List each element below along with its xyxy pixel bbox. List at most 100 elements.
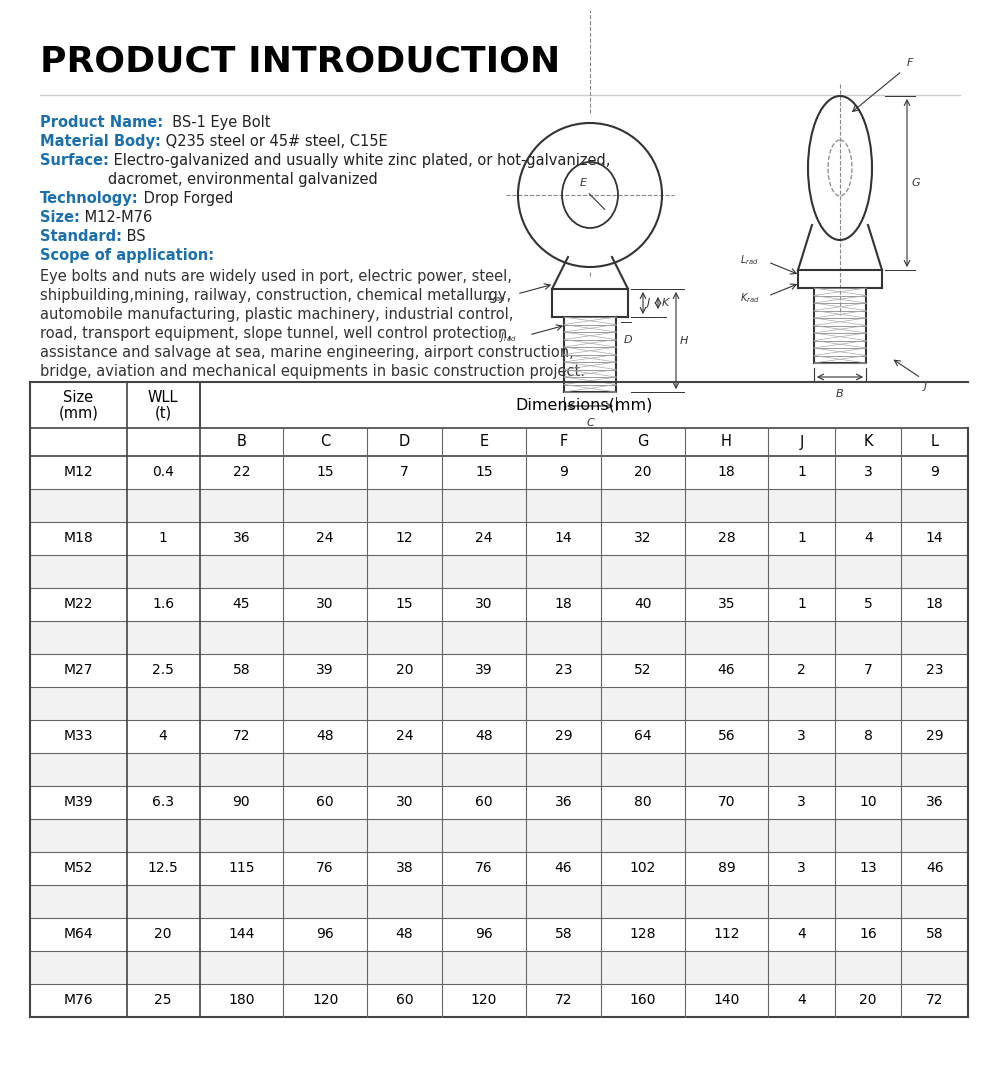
Text: 35: 35 [718, 598, 735, 612]
Text: 4: 4 [797, 927, 806, 941]
Text: PRODUCT INTRODUCTION: PRODUCT INTRODUCTION [40, 45, 560, 79]
Text: M16: M16 [63, 498, 93, 512]
Text: 140: 140 [713, 993, 740, 1007]
Text: 16: 16 [926, 564, 944, 578]
Text: automobile manufacturing, plastic machinery, industrial control,: automobile manufacturing, plastic machin… [40, 306, 513, 322]
Text: 48: 48 [396, 927, 413, 941]
Bar [30, 885, 968, 918]
Text: 3: 3 [797, 730, 806, 744]
Text: 76: 76 [316, 861, 334, 875]
Text: 1: 1 [797, 532, 806, 546]
Text: 52: 52 [233, 630, 250, 644]
Text: dacromet, environmental galvanized: dacromet, environmental galvanized [108, 172, 378, 187]
Text: 5: 5 [864, 598, 873, 612]
Text: 128: 128 [228, 895, 255, 909]
Text: 60: 60 [316, 796, 334, 809]
Text: E: E [580, 179, 586, 188]
Text: 51: 51 [555, 895, 572, 909]
Text: 18: 18 [859, 961, 877, 975]
Text: M33: M33 [64, 730, 93, 744]
Bar [30, 687, 968, 720]
Text: B: B [236, 434, 246, 449]
Text: 52: 52 [634, 664, 652, 678]
Text: 6.3: 6.3 [152, 796, 174, 809]
Text: M20: M20 [64, 564, 93, 578]
Text: 72: 72 [233, 730, 250, 744]
Text: M36: M36 [63, 762, 93, 777]
Text: 10: 10 [859, 796, 877, 809]
Text: BS-1 Eye Bolt: BS-1 Eye Bolt [163, 115, 271, 130]
Text: 65: 65 [555, 961, 572, 975]
Text: 63: 63 [718, 762, 735, 777]
Text: Electro-galvanized and usually white zinc plated, or hot-galvanized,: Electro-galvanized and usually white zin… [109, 153, 610, 168]
Text: M27: M27 [64, 664, 93, 678]
Text: 1: 1 [159, 532, 168, 546]
Text: 40: 40 [718, 630, 735, 644]
Text: J: J [647, 298, 650, 308]
Text: 40: 40 [555, 828, 572, 843]
Text: 20: 20 [475, 498, 493, 512]
Text: road, transport equipment, slope tunnel, well control protection,: road, transport equipment, slope tunnel,… [40, 326, 512, 341]
Text: 65: 65 [233, 696, 250, 710]
Text: $L_{rad}$: $L_{rad}$ [487, 290, 506, 304]
Text: 54: 54 [396, 961, 413, 975]
Text: 115: 115 [228, 861, 255, 875]
Text: C: C [320, 434, 330, 449]
Text: M30: M30 [64, 696, 93, 710]
Text: Product Name:: Product Name: [40, 115, 163, 130]
Text: 89: 89 [718, 861, 735, 875]
Text: L: L [931, 434, 939, 449]
Text: 14: 14 [555, 532, 572, 546]
Text: 162: 162 [228, 961, 255, 975]
Text: 4: 4 [159, 696, 167, 710]
Text: 36: 36 [233, 532, 250, 546]
Bar [30, 819, 968, 852]
Text: 36: 36 [926, 796, 944, 809]
Text: 114: 114 [630, 895, 656, 909]
Text: 54: 54 [475, 762, 493, 777]
Text: $J_{rad}$: $J_{rad}$ [499, 330, 517, 344]
Text: M52: M52 [64, 861, 93, 875]
Text: WLL: WLL [148, 390, 178, 404]
Text: M56: M56 [63, 895, 93, 909]
Text: BS: BS [122, 229, 146, 244]
Text: 24: 24 [316, 532, 334, 546]
Text: K: K [662, 298, 669, 308]
Text: 23: 23 [718, 498, 735, 512]
Text: 46: 46 [926, 861, 944, 875]
Text: 2: 2 [797, 664, 806, 678]
Text: Surface:: Surface: [40, 153, 109, 168]
Text: 29: 29 [555, 730, 572, 744]
Bar [30, 554, 968, 588]
Text: 46: 46 [555, 861, 572, 875]
Text: M24: M24 [64, 630, 93, 644]
Text: 20: 20 [316, 498, 334, 512]
Text: 48: 48 [475, 730, 493, 744]
Text: 48: 48 [316, 730, 334, 744]
Text: 58: 58 [233, 664, 250, 678]
Text: 100: 100 [713, 895, 740, 909]
Text: 8: 8 [159, 828, 168, 843]
Text: 68: 68 [316, 828, 334, 843]
Text: 112: 112 [713, 927, 740, 941]
Text: 108: 108 [471, 961, 497, 975]
Text: (t): (t) [155, 405, 172, 420]
Text: 60: 60 [475, 796, 493, 809]
Text: 39: 39 [316, 664, 334, 678]
Text: 32: 32 [718, 564, 735, 578]
Text: D: D [399, 434, 410, 449]
Text: 43: 43 [396, 895, 413, 909]
Text: 72: 72 [634, 762, 652, 777]
Text: Size: Size [63, 390, 93, 404]
Text: 4: 4 [159, 730, 167, 744]
Text: 4: 4 [864, 532, 873, 546]
Text: Eye bolts and nuts are widely used in port, electric power, steel,: Eye bolts and nuts are widely used in po… [40, 269, 512, 284]
Text: M39: M39 [63, 796, 93, 809]
Text: 22: 22 [233, 466, 250, 480]
Text: 4: 4 [797, 961, 806, 975]
Text: 4: 4 [797, 993, 806, 1007]
Text: Standard:: Standard: [40, 229, 122, 244]
Text: 12.5: 12.5 [148, 861, 178, 875]
Text: 14: 14 [396, 564, 413, 578]
Text: 9: 9 [559, 466, 568, 480]
